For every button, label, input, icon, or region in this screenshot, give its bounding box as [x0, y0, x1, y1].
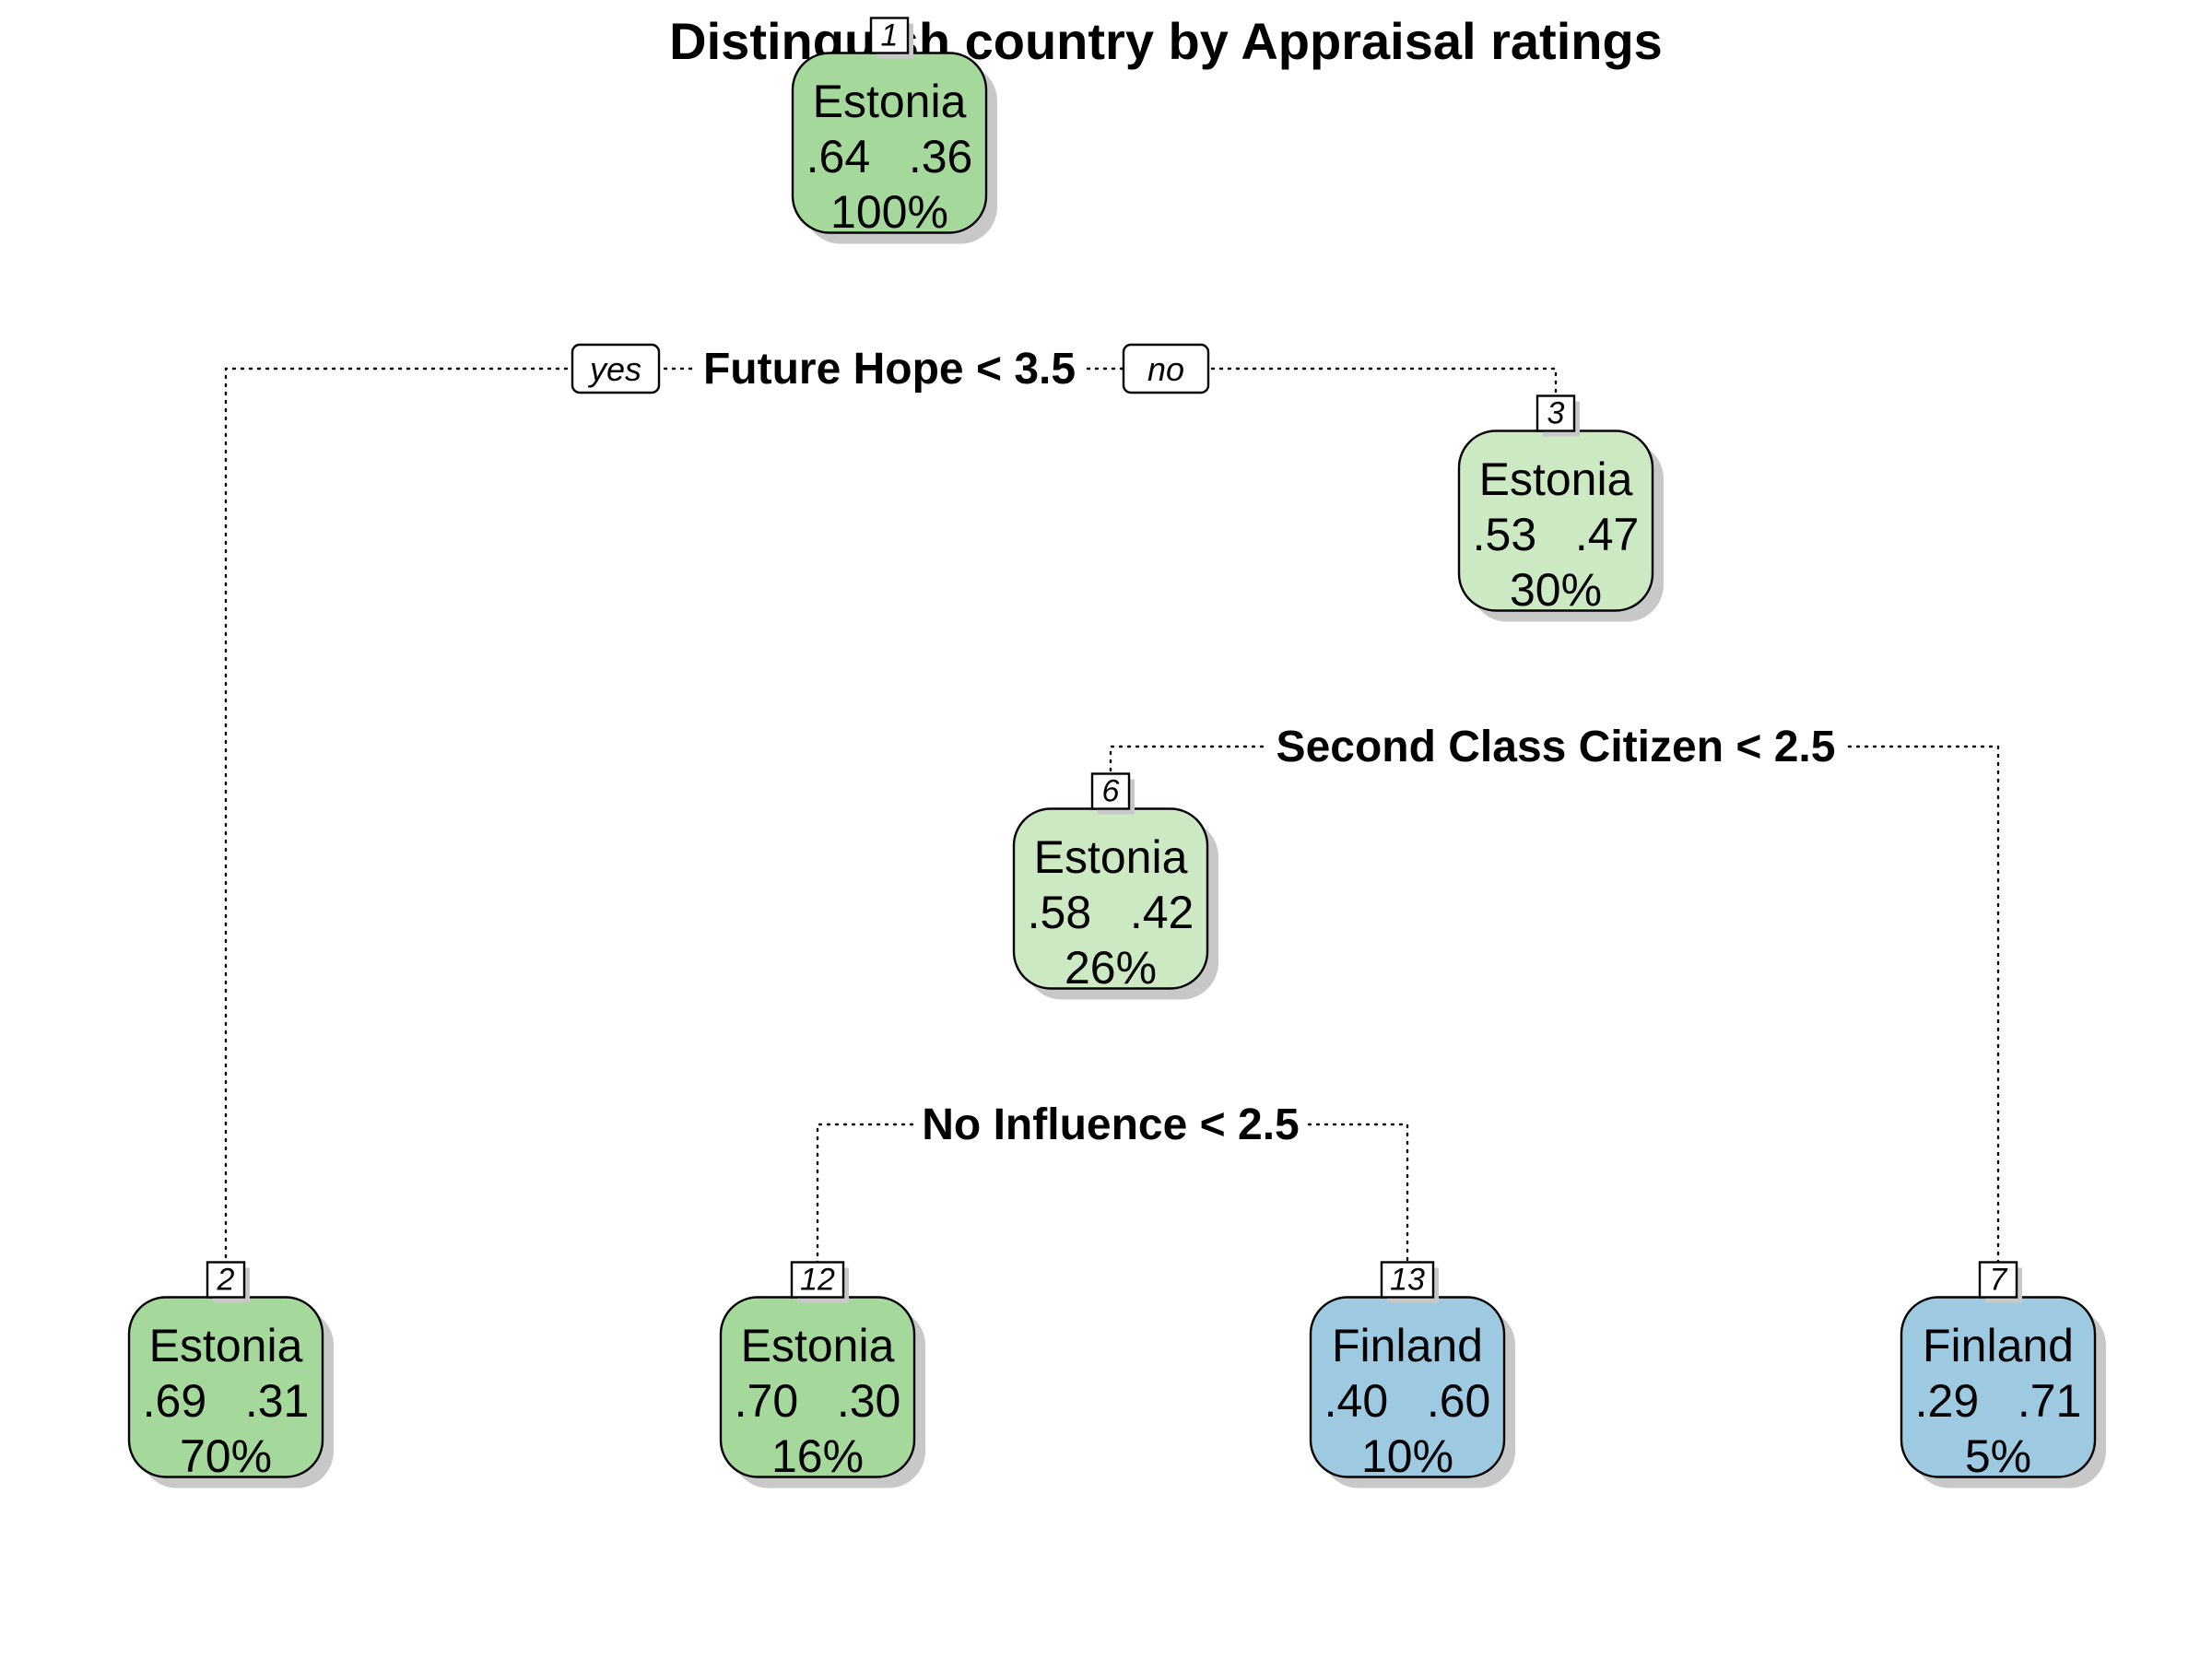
node-id-text: 13 [1390, 1263, 1425, 1298]
node-percentage: 30% [1510, 564, 1602, 616]
node-percentage: 70% [180, 1430, 272, 1482]
node-class-label: Estonia [813, 76, 967, 127]
node-id-text: 3 [1547, 396, 1565, 431]
node-id-badge-7: 7 [1978, 1261, 2022, 1303]
yes-edge-label: yes [571, 343, 661, 394]
no-edge-label: no [1122, 343, 1210, 394]
tree-node-7: Finland.29 .715% 7 [1900, 1261, 2106, 1488]
no-label-text: no [1147, 350, 1184, 388]
node-percentage: 10% [1361, 1430, 1453, 1482]
node-percentage: 5% [1965, 1430, 2031, 1482]
node-class-label: Estonia [1034, 831, 1188, 883]
node-probabilities: .69 .31 [143, 1375, 310, 1427]
edge-6-13 [1307, 1123, 1409, 1277]
node-id-badge-13: 13 [1380, 1261, 1439, 1303]
node-class-label: Finland [1332, 1320, 1483, 1371]
yes-label-text: yes [587, 350, 641, 388]
node-probabilities: .53 .47 [1473, 509, 1640, 560]
node-id-badge-6: 6 [1090, 772, 1135, 815]
node-class-label: Estonia [1479, 453, 1633, 505]
node-probabilities: .40 .60 [1324, 1375, 1491, 1427]
node-probabilities: .58 .42 [1028, 887, 1194, 938]
node-percentage: 16% [771, 1430, 864, 1482]
node-percentage: 26% [1065, 942, 1157, 994]
node-id-text: 1 [881, 18, 899, 53]
node-id-text: 2 [217, 1263, 235, 1298]
node-probabilities: .70 .30 [735, 1375, 901, 1427]
node-probabilities: .29 .71 [1915, 1375, 2082, 1427]
edge-1-2 [224, 367, 693, 1277]
split-label-node-1: Future Hope < 3.5 [703, 345, 1076, 394]
node-class-label: Finland [1923, 1320, 2074, 1371]
node-probabilities: .64 .36 [806, 131, 973, 182]
edge-6-12 [816, 1123, 914, 1277]
node-id-text: 7 [1990, 1263, 2008, 1298]
node-class-label: Estonia [149, 1320, 303, 1371]
node-id-badge-3: 3 [1535, 394, 1580, 437]
split-label-node-3: Second Class Citizen < 2.5 [1277, 723, 1836, 771]
node-class-label: Estonia [741, 1320, 895, 1371]
node-id-badge-1: 1 [869, 17, 913, 59]
node-id-badge-2: 2 [206, 1261, 250, 1303]
split-label-node-6: No Influence < 2.5 [922, 1100, 1299, 1149]
split-labels: Future Hope < 3.5 Second Class Citizen < … [571, 343, 1836, 1149]
node-id-text: 6 [1102, 774, 1120, 809]
node-id-badge-12: 12 [790, 1261, 849, 1303]
edge-3-7 [1847, 745, 2000, 1277]
node-id-text: 12 [800, 1263, 835, 1298]
node-percentage: 100% [830, 186, 948, 238]
tree-edges [224, 367, 2000, 1277]
edge-3-6 [1109, 745, 1265, 788]
